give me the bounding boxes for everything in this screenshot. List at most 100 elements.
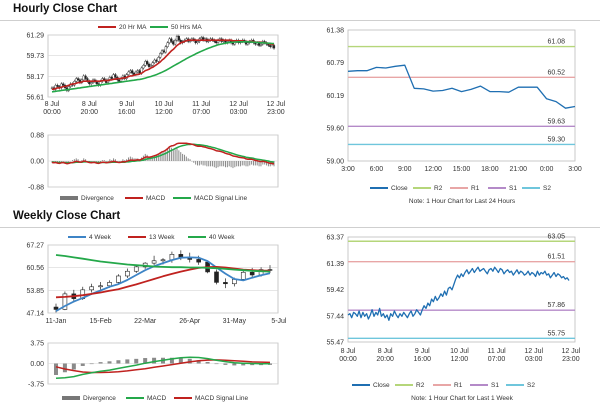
hourly-price-xtick: 10 Jul	[155, 101, 174, 108]
hourly-candle-body	[166, 42, 169, 47]
weekly-pivot-ytick: 59.42	[326, 287, 344, 294]
hourly-divergence-bar	[155, 155, 157, 161]
hourly-divergence-bar	[226, 161, 228, 168]
weekly-macd-ytick: -3.75	[28, 382, 44, 389]
hourly-divergence-bar	[159, 153, 161, 161]
weekly-price-ytick: 67.27	[26, 243, 44, 250]
hourly-divergence-bar	[245, 161, 247, 167]
weekly-candle-body	[89, 286, 94, 291]
hourly-divergence-bar	[73, 159, 75, 161]
hourly-divergence-bar	[170, 147, 172, 161]
weekly-pivot-level-label-s1: 57.86	[547, 302, 565, 309]
hourly-price-xtick: 07:00	[192, 109, 210, 116]
hourly-price-xtick: 12 Jul	[229, 101, 248, 108]
weekly-divergence-bar	[107, 361, 112, 364]
hourly-divergence-bar	[266, 161, 268, 166]
hourly-divergence-bar	[77, 159, 79, 161]
weekly-title-divider	[0, 227, 600, 228]
hourly-pivot-xtick: 3:00	[568, 166, 582, 173]
hourly-divergence-bar	[75, 158, 77, 161]
weekly-ma13-line	[55, 265, 270, 299]
hourly-legend-divergence-swatch	[60, 196, 78, 200]
weekly-price-ytick: 47.14	[26, 311, 44, 318]
weekly-price-xtick: 5-Jul	[271, 318, 287, 325]
hourly-divergence-bar	[180, 152, 182, 161]
weekly-candle-body	[62, 293, 68, 310]
hourly-divergence-bar	[118, 161, 120, 162]
hourly-candle-body	[164, 46, 167, 53]
hourly-pivot-level-label-s1: 59.63	[547, 118, 565, 125]
weekly-divergence-bar	[89, 363, 94, 365]
weekly-pivot-xtick: 12:00	[451, 356, 469, 363]
hourly-divergence-bar	[182, 153, 184, 161]
hourly-divergence-bar	[189, 159, 191, 161]
hourly-divergence-bar	[169, 147, 171, 161]
hourly-candle-body	[174, 39, 177, 45]
hourly-divergence-bar	[113, 158, 115, 161]
hourly-divergence-bar	[183, 154, 185, 161]
hourly-pivot-level-label-s2: 59.30	[547, 136, 565, 143]
weekly-section-title: Weekly Close Chart	[13, 210, 121, 222]
weekly-pivot-xtick: 16:00	[414, 356, 432, 363]
weekly-candle-body	[116, 275, 121, 283]
hourly-candle-body	[82, 75, 85, 81]
hourly-divergence-bar	[202, 161, 204, 166]
hourly-divergence-bar	[122, 159, 124, 161]
hourly-divergence-bar	[114, 159, 116, 161]
hourly-macd-ytick: 0.00	[30, 159, 44, 166]
hourly-divergence-bar	[215, 161, 217, 169]
hourly-divergence-bar	[107, 161, 109, 162]
hourly-divergence-bar	[94, 161, 96, 162]
hourly-pivot-xtick: 21:00	[509, 166, 527, 173]
hourly-pivot-level-label-r2: 61.08	[547, 39, 565, 46]
weekly-price-xtick: 31-May	[223, 318, 247, 325]
weekly-pivot-ytick: 57.44	[326, 313, 344, 320]
hourly-candle-body	[131, 70, 134, 74]
hourly-pivot-xtick: 18:00	[481, 166, 499, 173]
hourly-legend-ma50-label: 50 Hrs MA	[171, 24, 202, 31]
hourly-divergence-bar	[230, 161, 232, 168]
weekly-candle-body	[151, 260, 157, 264]
hourly-candle-body	[56, 85, 59, 87]
hourly-divergence-bar	[129, 156, 131, 161]
hourly-divergence-bar	[81, 160, 83, 161]
hourly-divergence-bar	[204, 161, 206, 166]
weekly-pivot-legend-r1-label: R1	[454, 382, 463, 389]
hourly-candle-body	[90, 82, 93, 85]
hourly-candle-body	[75, 78, 78, 82]
weekly-divergence-bar	[62, 363, 67, 373]
hourly-candle-body	[153, 59, 156, 63]
hourly-divergence-bar	[116, 161, 118, 162]
weekly-candle-body	[107, 282, 112, 287]
weekly-divergence-bar	[116, 360, 121, 364]
hourly-candle-body	[77, 78, 80, 81]
weekly-pivot-xtick: 03:00	[525, 356, 543, 363]
weekly-pivot-xtick: 12 Jul	[562, 348, 581, 355]
hourly-price-xtick: 12 Jul	[267, 101, 286, 108]
weekly-candle-body	[98, 285, 103, 288]
hourly-divergence-bar	[236, 161, 238, 167]
hourly-pivot-legend-r2-label: R2	[434, 185, 443, 192]
hourly-candle-body	[112, 74, 115, 79]
hourly-divergence-bar	[260, 161, 262, 167]
weekly-ma4-line	[55, 256, 271, 312]
hourly-candle-body	[271, 45, 274, 47]
hourly-divergence-bar	[146, 154, 148, 161]
hourly-divergence-bar	[252, 161, 254, 166]
weekly-pivot-xtick: 10 Jul	[450, 348, 469, 355]
hourly-divergence-bar	[228, 161, 230, 167]
weekly-macd-ytick: 3.75	[30, 341, 44, 348]
weekly-pivot-xtick: 00:00	[339, 356, 357, 363]
hourly-divergence-bar	[258, 161, 260, 167]
hourly-divergence-bar	[51, 161, 53, 163]
weekly-divergence-bar	[125, 359, 130, 364]
weekly-candle-body	[249, 271, 255, 276]
hourly-divergence-bar	[101, 160, 103, 161]
hourly-candle-body	[62, 83, 65, 86]
hourly-pivot-xtick: 9:00	[398, 166, 412, 173]
hourly-ma50-line	[51, 40, 275, 93]
hourly-divergence-bar	[60, 161, 62, 162]
hourly-divergence-bar	[217, 161, 219, 168]
weekly-pivot-level-label-r2: 63.05	[547, 233, 565, 240]
hourly-price-xtick: 9 Jul	[119, 101, 134, 108]
